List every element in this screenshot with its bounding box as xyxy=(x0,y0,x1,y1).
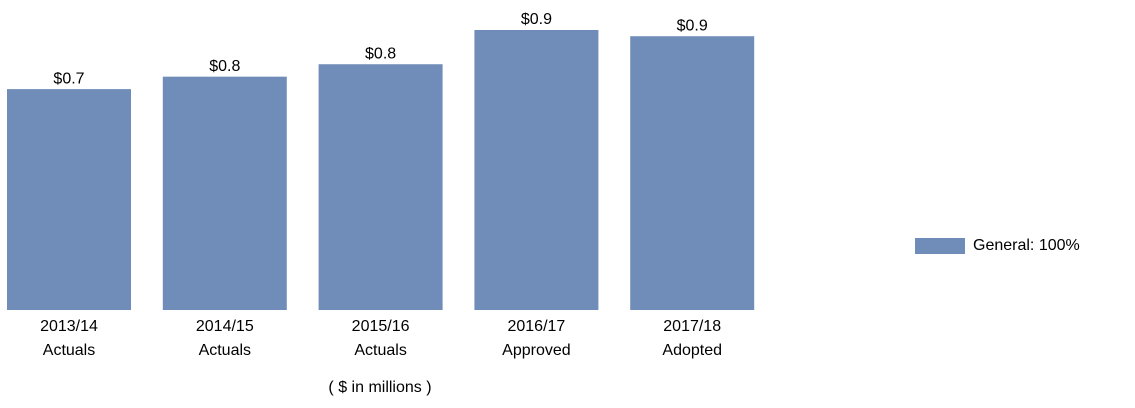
bar xyxy=(630,36,755,310)
bar xyxy=(318,64,443,310)
x-tick-label: 2014/15 xyxy=(196,318,254,335)
bar xyxy=(474,30,599,310)
value-label: $0.9 xyxy=(521,11,552,28)
x-tick-label: Actuals xyxy=(43,342,95,359)
legend-swatch xyxy=(915,238,965,254)
value-label: $0.7 xyxy=(53,70,84,87)
bar xyxy=(7,89,131,310)
x-axis-label: ( $ in millions ) xyxy=(328,379,431,396)
bar xyxy=(162,76,287,311)
x-tick-label: Adopted xyxy=(662,342,722,359)
value-label: $0.8 xyxy=(365,45,396,62)
x-tick-label: Approved xyxy=(502,342,571,359)
x-tick-label: Actuals xyxy=(199,342,251,359)
value-label: $0.9 xyxy=(677,17,708,34)
x-tick-label: 2015/16 xyxy=(352,318,410,335)
x-tick-label: Actuals xyxy=(354,342,406,359)
legend-label: General: 100% xyxy=(973,237,1080,254)
x-tick-label: 2013/14 xyxy=(40,318,98,335)
value-label: $0.8 xyxy=(209,58,240,75)
x-tick-label: 2016/17 xyxy=(507,318,565,335)
x-tick-label: 2017/18 xyxy=(663,318,721,335)
